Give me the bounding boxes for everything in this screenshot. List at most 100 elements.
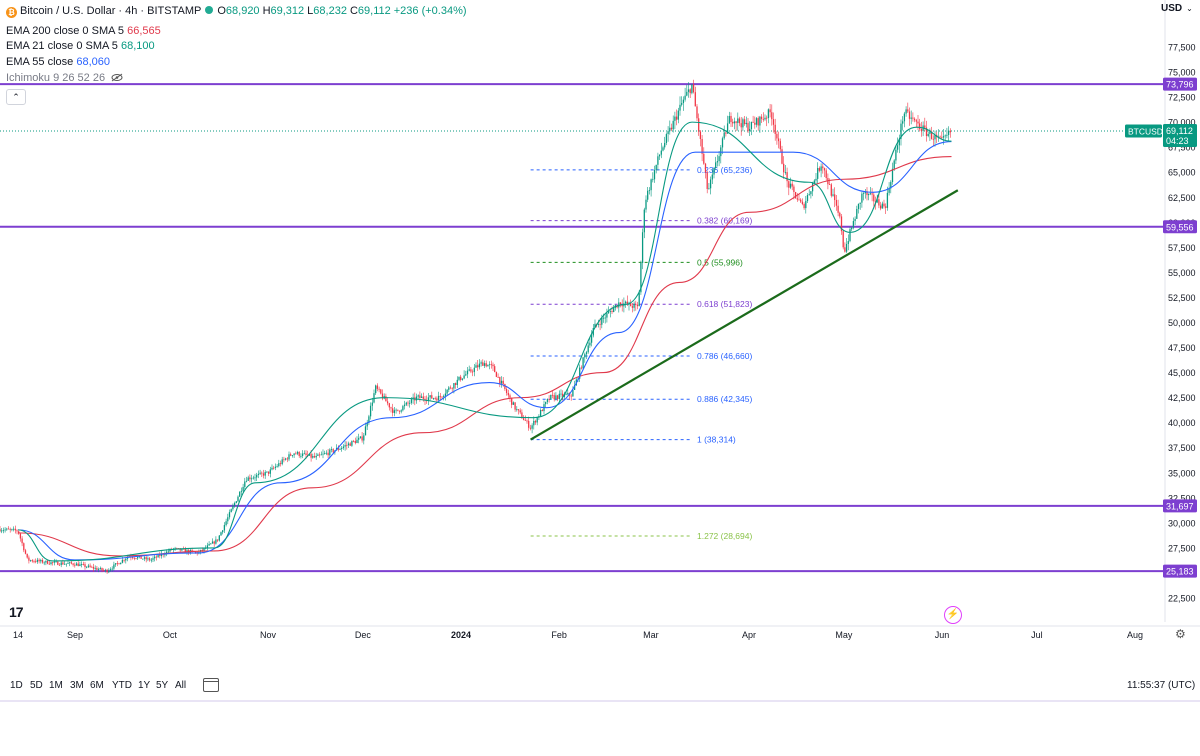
indicator-ema200[interactable]: EMA 200 close 0 SMA 5 66,565 — [6, 25, 161, 37]
indicator-ichimoku[interactable]: Ichimoku 9 26 52 26 — [6, 72, 123, 84]
range-3m-button[interactable]: 3M — [70, 680, 84, 691]
candle-body — [725, 132, 727, 134]
candle-body — [181, 548, 183, 551]
price-tick-label: 42,500 — [1168, 393, 1196, 403]
candle-body — [458, 376, 460, 380]
fib-level-label: 0.5 (55,996) — [697, 257, 743, 267]
trendline[interactable] — [530, 189, 959, 441]
moving-average-line[interactable] — [17, 155, 952, 557]
indicator-label: EMA 21 close 0 SMA 5 — [6, 40, 118, 52]
candle-body — [497, 376, 499, 378]
indicator-ema55[interactable]: EMA 55 close 68,060 — [6, 56, 110, 68]
range-all-button[interactable]: All — [175, 680, 187, 691]
candle-body — [89, 565, 91, 567]
candle-body — [759, 116, 761, 126]
candle-body — [375, 385, 377, 394]
candle-body — [886, 192, 889, 208]
candle-body — [354, 441, 356, 444]
gear-icon[interactable]: ⚙ — [1175, 627, 1186, 641]
currency-button[interactable]: USD ⌄ — [1161, 3, 1193, 14]
candle-body — [228, 512, 231, 518]
candle-body — [505, 389, 508, 393]
candle-body — [14, 528, 16, 531]
high-value: 69,312 — [270, 5, 305, 17]
candle-body — [677, 110, 679, 120]
candle-body — [652, 179, 654, 181]
collapse-legend-button[interactable]: ⌃ — [6, 89, 26, 105]
candle-body — [87, 565, 90, 567]
candle-body — [706, 172, 708, 189]
range-5y-button[interactable]: 5Y — [156, 680, 169, 691]
range-1d-button[interactable]: 1D — [10, 680, 23, 691]
candle-body — [225, 521, 227, 526]
candle-body — [871, 193, 873, 195]
candle-body — [101, 568, 103, 571]
candle-body — [840, 216, 843, 232]
time-tick-label: Jun — [935, 630, 950, 640]
moving-average-line[interactable] — [17, 141, 952, 561]
candle-body — [388, 403, 390, 408]
candle-body — [716, 161, 719, 163]
candle-body — [269, 469, 271, 474]
horizontal-level-label: 25,183 — [1166, 567, 1194, 577]
candle-body — [210, 543, 212, 545]
candle-body — [40, 559, 42, 562]
candle-body — [52, 562, 54, 564]
candle-body — [38, 559, 40, 562]
range-1y-button[interactable]: 1Y — [138, 680, 151, 691]
candle-body — [35, 561, 37, 563]
range-5d-button[interactable]: 5D — [30, 680, 43, 691]
candle-body — [72, 563, 74, 565]
candle-body — [619, 302, 622, 305]
lightning-icon[interactable]: ⚡ — [944, 606, 962, 624]
candle-body — [519, 410, 521, 413]
indicator-ema21[interactable]: EMA 21 close 0 SMA 5 68,100 — [6, 40, 155, 52]
price-chart[interactable]: 22,50025,00027,50030,00032,50035,00037,5… — [0, 0, 1200, 700]
price-tick-label: 50,000 — [1168, 318, 1196, 328]
candle-body — [815, 178, 817, 181]
candle-body — [159, 554, 161, 557]
candle-body — [342, 446, 345, 448]
candle-body — [806, 195, 809, 202]
clock-readout[interactable]: 11:55:37 (UTC) — [1127, 680, 1196, 691]
candle-body — [235, 501, 237, 504]
range-1m-button[interactable]: 1M — [49, 680, 63, 691]
range-ytd-button[interactable]: YTD — [112, 680, 132, 691]
candle-body — [245, 480, 248, 482]
candle-body — [743, 119, 746, 125]
candle-body — [698, 118, 700, 132]
candle-body — [587, 345, 589, 353]
range-6m-button[interactable]: 6M — [90, 680, 104, 691]
candle-body — [924, 125, 926, 128]
calendar-icon[interactable] — [203, 678, 219, 692]
candle-body — [19, 533, 22, 539]
candle-body — [779, 141, 781, 150]
low-label: L — [307, 5, 314, 17]
candle-body — [454, 383, 457, 385]
candle-body — [674, 116, 676, 121]
candle-body — [271, 467, 273, 470]
candle-body — [541, 410, 543, 412]
candle-body — [494, 366, 496, 373]
close-value: 69,112 — [357, 5, 391, 17]
candle-body — [788, 181, 790, 188]
candle-body — [509, 395, 511, 398]
candle-body — [97, 569, 100, 570]
candle-body — [664, 143, 666, 148]
candle-body — [791, 183, 793, 187]
candle-body — [495, 372, 498, 377]
candle-body — [475, 365, 477, 368]
candle-body — [766, 117, 768, 119]
eye-hidden-icon[interactable] — [111, 73, 123, 82]
candle-body — [446, 389, 448, 394]
candle-body — [689, 89, 691, 94]
candle-body — [125, 558, 127, 561]
candle-body — [769, 109, 771, 113]
candle-body — [150, 559, 152, 561]
moving-average-line[interactable] — [17, 121, 952, 562]
tradingview-logo[interactable]: 17 — [9, 604, 24, 620]
price-tick-label: 62,500 — [1168, 193, 1196, 203]
symbol-title[interactable]: Bitcoin / U.S. Dollar · 4h · BITSTAMP — [20, 5, 202, 17]
candle-body — [113, 564, 115, 569]
candle-body — [434, 398, 436, 399]
